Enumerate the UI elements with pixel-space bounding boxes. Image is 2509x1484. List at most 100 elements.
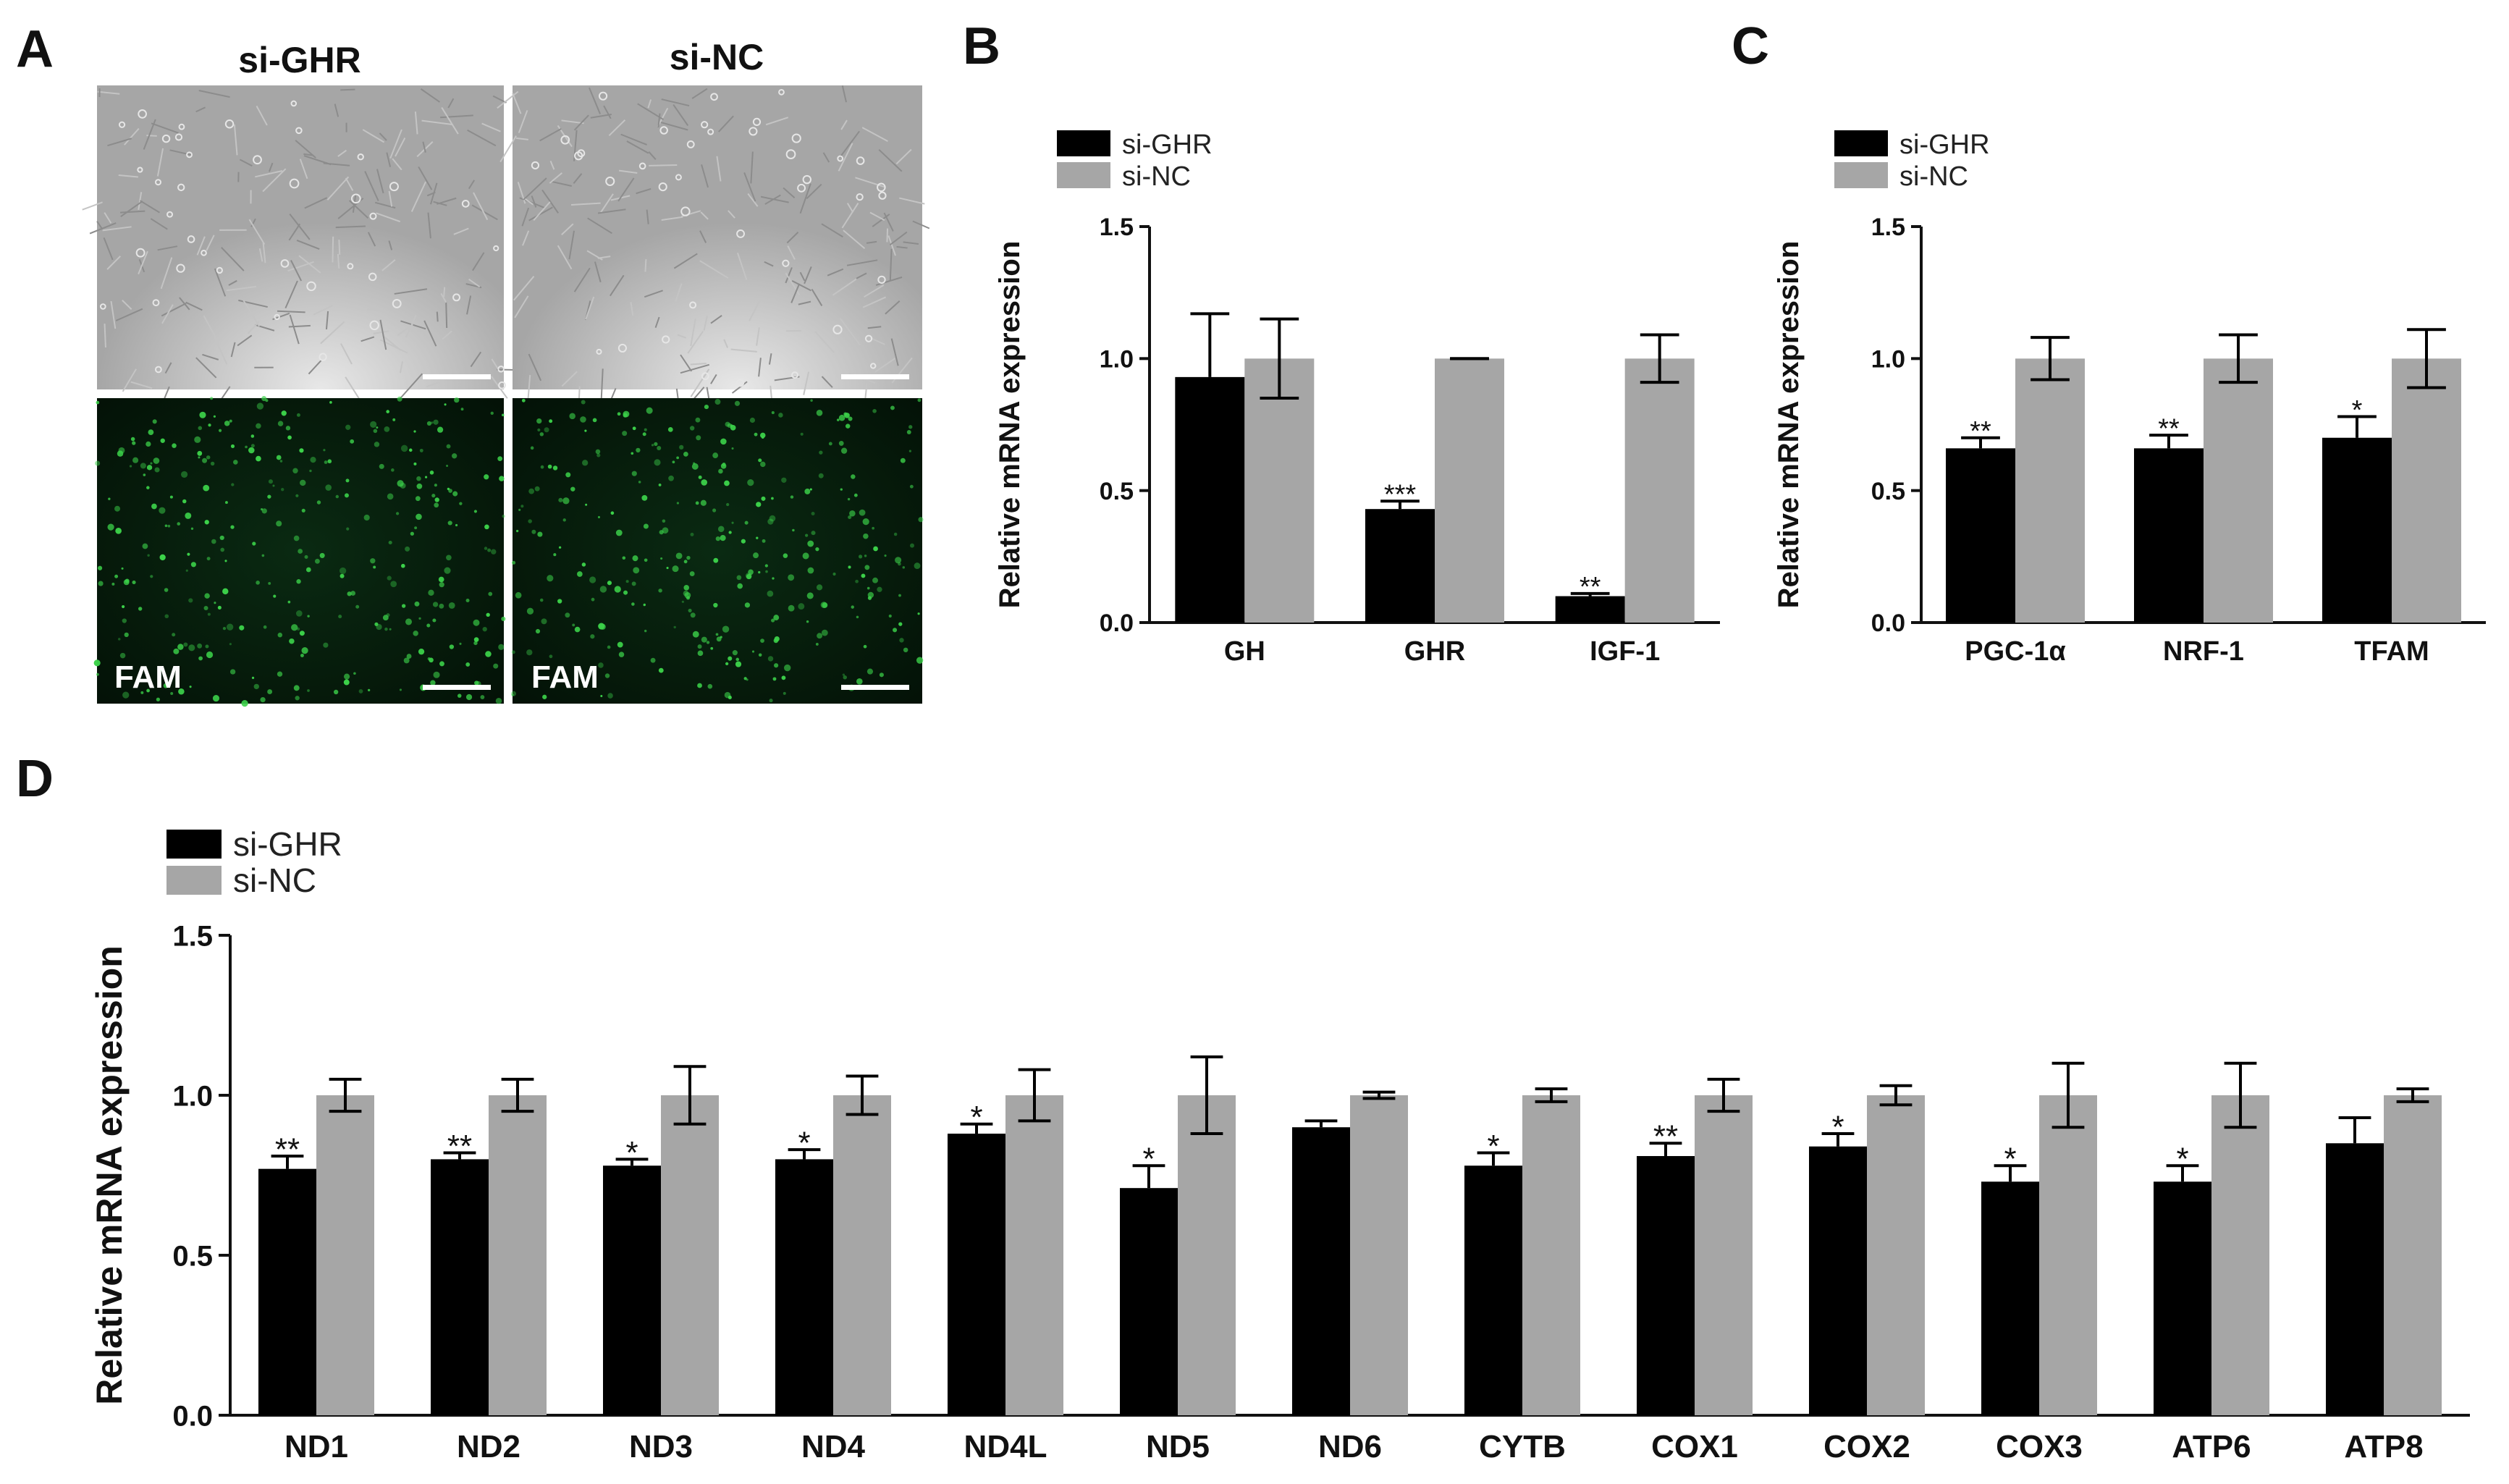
cell-outline (348, 200, 369, 219)
cell-outline (585, 296, 595, 320)
fluorescent-cell (379, 463, 384, 469)
round-cell (877, 275, 886, 284)
category-label: GHR (1404, 636, 1465, 667)
fluorescent-cell (515, 591, 522, 599)
fluorescent-cell (581, 562, 586, 567)
fluorescent-cell (657, 445, 662, 450)
bar-si-nc (2211, 1095, 2269, 1415)
fluorescent-cell (433, 671, 440, 678)
fluorescent-cell (343, 673, 350, 680)
fluorescent-cell (114, 505, 121, 512)
cell-outline (786, 232, 799, 244)
cell-outline (561, 223, 574, 235)
fluorescent-cell (697, 644, 702, 649)
fluorescent-cell (720, 463, 727, 469)
category-label: TFAM (2354, 636, 2429, 667)
y-axis-title: Relative mRNA expression (1773, 241, 1805, 609)
fluorescent-cell (276, 455, 282, 460)
cell-outline (661, 98, 690, 107)
cell-outline (654, 316, 660, 329)
fluorescent-cell (658, 667, 664, 673)
fluorescent-cell (511, 693, 514, 696)
cell-outline (196, 236, 206, 256)
fluorescent-cell (743, 677, 747, 680)
cell-outline (497, 90, 519, 109)
cell-outline (561, 371, 578, 387)
fluorescent-cell (387, 576, 392, 581)
cell-outline (473, 192, 489, 221)
fluorescent-cell (408, 448, 413, 452)
cell-outline (198, 90, 230, 98)
fluorescent-cell (355, 604, 360, 609)
fluorescent-cell (658, 589, 662, 593)
fam-label: FAM (114, 659, 182, 695)
cell-outline (799, 271, 806, 282)
category-label: ND2 (457, 1429, 520, 1464)
fluorescent-cell (853, 493, 858, 497)
fluorescent-cell (806, 592, 814, 599)
fluorescent-cell (917, 398, 922, 402)
cell-outline (896, 245, 908, 249)
fluorescent-cell (631, 581, 636, 586)
fluorescent-cell (132, 457, 139, 463)
cell-outline (375, 201, 396, 209)
category-label: ND3 (629, 1429, 693, 1464)
cell-outline (700, 211, 709, 220)
cell-outline (610, 274, 625, 297)
cell-outline (522, 230, 530, 246)
fluorescent-cell (224, 421, 230, 426)
fluorescent-cell (347, 591, 352, 596)
legend-swatch (166, 866, 222, 895)
cell-outline (288, 324, 311, 328)
fluorescent-cell (486, 612, 490, 617)
cell-outline (561, 119, 584, 125)
fluorescent-cell (429, 471, 434, 475)
cell-outline (811, 289, 823, 306)
fluorescent-cell (622, 431, 628, 437)
fluorescent-cell (210, 397, 214, 400)
fluorescent-cell (397, 396, 402, 402)
fluorescent-cell (910, 543, 914, 548)
fluorescent-cell (493, 663, 499, 669)
fluorescent-cell (487, 548, 492, 552)
round-cell (155, 179, 162, 186)
fluorescent-cell (728, 656, 733, 661)
fluorescent-cell (643, 603, 646, 607)
fluorescent-cell (832, 572, 836, 576)
cell-outline (410, 181, 427, 212)
fluorescent-cell (498, 644, 505, 650)
fluorescent-cell (185, 569, 188, 572)
fluorescent-cell (873, 546, 878, 552)
fluorescent-cell (301, 647, 308, 654)
fluorescent-cell (204, 593, 210, 599)
fluorescent-cell (414, 601, 420, 607)
fluorescent-cell (536, 418, 542, 424)
y-tick-label: 0.5 (1871, 478, 1905, 505)
fluorescent-cell (146, 465, 153, 471)
cell-outline (647, 99, 652, 109)
cell-outline (472, 252, 485, 271)
fluorescent-cell (589, 576, 596, 583)
fluorescent-cell (769, 699, 773, 703)
cell-outline (195, 357, 217, 379)
fluorescent-cell (309, 469, 312, 473)
fluorescent-cell (707, 683, 713, 689)
cell-outline (122, 300, 132, 311)
category-label: IGF-1 (1590, 636, 1660, 667)
cell-outline (636, 187, 652, 195)
cell-outline (701, 164, 709, 188)
fluorescent-cell (565, 472, 571, 478)
cell-outline (703, 316, 708, 331)
fluorescent-cell (343, 679, 350, 686)
fluorescent-cell (198, 656, 203, 661)
round-cell (253, 155, 262, 165)
round-cell (216, 266, 223, 274)
legend-label: si-GHR (1122, 130, 1213, 160)
fluorescent-cell (323, 642, 329, 648)
fluorescent-cell (261, 554, 265, 557)
fluorescent-cell (903, 647, 908, 653)
fluorescent-cell (285, 426, 291, 431)
bar-si-ghr (1292, 1127, 1350, 1415)
fluorescent-cell (872, 408, 877, 413)
fluorescent-cell (156, 697, 161, 701)
